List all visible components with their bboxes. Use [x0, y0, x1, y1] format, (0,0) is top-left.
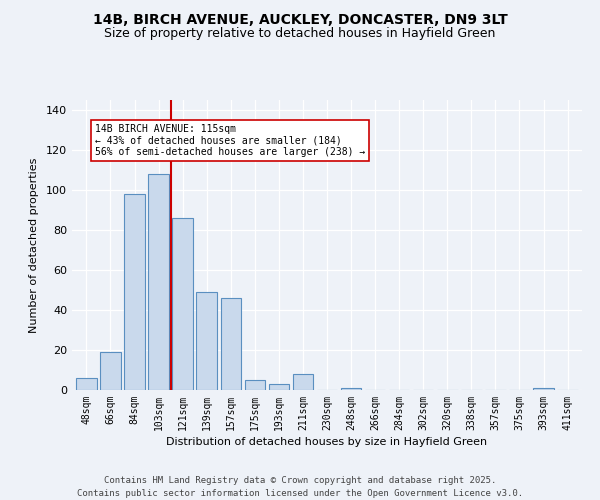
Text: Size of property relative to detached houses in Hayfield Green: Size of property relative to detached ho… [104, 28, 496, 40]
X-axis label: Distribution of detached houses by size in Hayfield Green: Distribution of detached houses by size … [166, 437, 488, 447]
Bar [269, 384, 289, 390]
Y-axis label: Number of detached properties: Number of detached properties [29, 158, 39, 332]
Bar [148, 174, 169, 390]
Bar [341, 388, 361, 390]
Bar [124, 194, 145, 390]
Bar [196, 292, 217, 390]
Bar [245, 380, 265, 390]
Text: 14B, BIRCH AVENUE, AUCKLEY, DONCASTER, DN9 3LT: 14B, BIRCH AVENUE, AUCKLEY, DONCASTER, D… [92, 12, 508, 26]
Bar [293, 374, 313, 390]
Text: 14B BIRCH AVENUE: 115sqm
← 43% of detached houses are smaller (184)
56% of semi-: 14B BIRCH AVENUE: 115sqm ← 43% of detach… [95, 124, 365, 157]
Bar [533, 388, 554, 390]
Bar [100, 352, 121, 390]
Bar [172, 218, 193, 390]
Bar [221, 298, 241, 390]
Bar [76, 378, 97, 390]
Text: Contains HM Land Registry data © Crown copyright and database right 2025.
Contai: Contains HM Land Registry data © Crown c… [77, 476, 523, 498]
